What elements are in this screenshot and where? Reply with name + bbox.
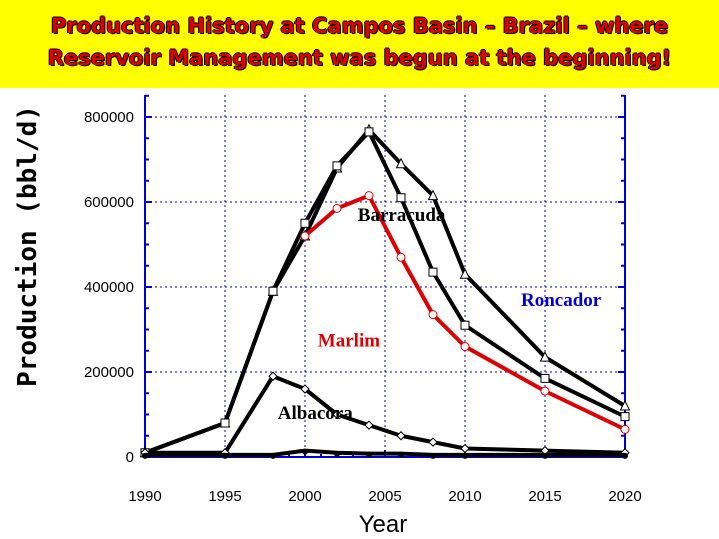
x-tick-label: 2015 — [528, 488, 561, 505]
point-barracuda — [364, 127, 374, 137]
point-unlabeled — [542, 452, 548, 459]
point-barracuda — [540, 373, 550, 383]
x-tick-label: 1990 — [128, 488, 161, 505]
point-unlabeled — [302, 448, 308, 455]
point-marlim — [460, 342, 470, 351]
y-tick-label: 0 — [126, 449, 134, 466]
point-albacora — [364, 420, 374, 430]
point-barracuda — [428, 267, 438, 277]
label-barracuda: Barracuda — [358, 205, 446, 226]
point-marlim — [540, 386, 550, 396]
point-albacora — [396, 431, 406, 441]
y-axis-label: Production (bbl/d) — [13, 105, 43, 387]
point-barracuda — [620, 412, 630, 422]
point-roncador — [395, 157, 407, 169]
x-tick-label: 1995 — [208, 488, 241, 505]
point-albacora — [268, 371, 278, 381]
point-barracuda — [300, 218, 310, 228]
point-roncador — [427, 189, 439, 201]
point-marlim — [332, 203, 342, 213]
point-unlabeled — [398, 451, 404, 458]
point-unlabeled — [622, 452, 628, 459]
point-roncador — [459, 268, 471, 279]
x-axis-label: Year — [359, 511, 408, 538]
point-roncador — [619, 399, 631, 411]
point-marlim — [396, 252, 406, 262]
title-line-1: Production History at Campos Basin – Bra… — [50, 14, 669, 38]
x-tick-label: 2020 — [608, 488, 641, 505]
point-unlabeled — [462, 452, 468, 459]
title-banner: Production History at Campos Basin – Bra… — [0, 0, 719, 88]
point-marlim — [364, 191, 374, 201]
y-tick-label: 600000 — [84, 194, 134, 211]
point-barracuda — [220, 418, 230, 428]
y-tick-label: 800000 — [84, 109, 134, 126]
point-unlabeled — [222, 452, 228, 459]
chart-series — [139, 123, 631, 459]
point-barracuda — [332, 161, 342, 171]
title-line-2: Reservoir Management was begun at the be… — [47, 46, 672, 70]
x-tick-label: 2005 — [368, 488, 401, 505]
label-albacora: Albacora — [278, 403, 353, 424]
series-labels: Barracuda Roncador Marlim Albacora — [278, 205, 602, 424]
point-albacora — [332, 409, 342, 420]
y-tick-label: 400000 — [84, 279, 134, 296]
point-unlabeled — [270, 452, 276, 459]
point-unlabeled — [334, 450, 340, 457]
point-albacora — [460, 443, 470, 454]
x-tick-label: 2010 — [448, 488, 481, 505]
y-tick-label: 200000 — [84, 364, 134, 381]
point-unlabeled — [366, 451, 372, 458]
point-albacora — [428, 437, 438, 447]
label-roncador: Roncador — [521, 290, 602, 311]
point-roncador — [539, 351, 551, 362]
series-line-marlim — [303, 193, 626, 432]
point-barracuda — [268, 286, 278, 296]
point-unlabeled — [430, 452, 436, 459]
x-tick-label: 2000 — [288, 488, 321, 505]
point-albacora — [300, 384, 310, 394]
point-barracuda — [460, 320, 470, 330]
point-barracuda — [396, 193, 406, 203]
point-unlabeled — [142, 452, 148, 459]
label-marlim: Marlim — [318, 331, 380, 352]
point-marlim — [620, 424, 630, 434]
point-marlim — [300, 231, 310, 241]
point-marlim — [428, 310, 438, 320]
